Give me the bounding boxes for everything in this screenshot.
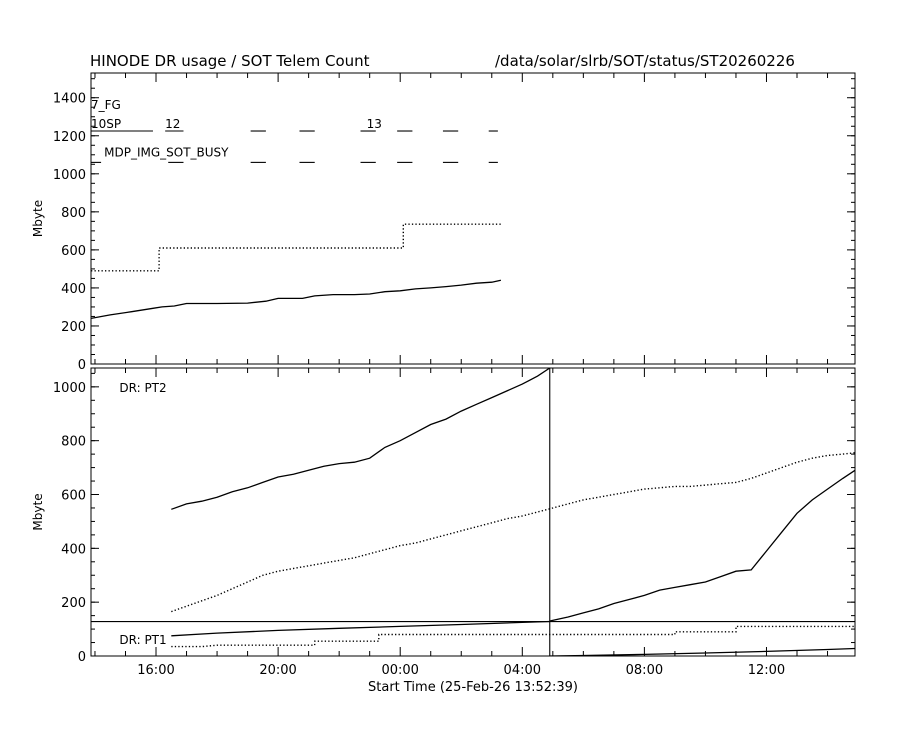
bottom-ytick-label: 1000 (53, 381, 86, 396)
top-ytick-label: 1200 (53, 130, 86, 145)
top-annotation: 13 (367, 117, 382, 131)
bottom-xtick-label: 04:00 (504, 663, 541, 678)
top-ytick-label: 200 (61, 320, 86, 335)
top-ytick-label: 800 (61, 206, 86, 221)
bottom-ytick-label: 600 (61, 489, 86, 504)
bottom-series-2 (549, 469, 855, 622)
bottom-series-5 (549, 647, 855, 656)
top-series-1 (91, 223, 501, 272)
bottom-ylabel: Mbyte (31, 493, 45, 530)
top-ytick-label: 0 (78, 358, 86, 373)
bottom-frame (90, 367, 856, 657)
bottom-series-1 (171, 452, 855, 613)
chart-title: HINODE DR usage / SOT Telem Count (90, 52, 370, 70)
bottom-annotation: DR: PT1 (119, 633, 166, 647)
bottom-ytick-label: 400 (61, 542, 86, 557)
bottom-series-0 (171, 368, 551, 510)
bottom-xtick-label: 00:00 (381, 663, 418, 678)
bottom-series-3 (171, 620, 550, 637)
top-ylabel: Mbyte (31, 200, 45, 237)
bottom-xlabel: Start Time (25-Feb-26 13:52:39) (368, 680, 578, 695)
top-ytick-label: 1400 (53, 92, 86, 107)
top-ytick-label: 1000 (53, 168, 86, 183)
bottom-xtick-label: 12:00 (748, 663, 785, 678)
bottom-panel: 0 200 400 600 800 1000 16:00 20:00 00:00 04:00 08:… (31, 367, 856, 695)
bottom-ytick-label: 0 (78, 650, 86, 665)
top-series-0 (91, 279, 502, 320)
bottom-xtick-label: 20:00 (259, 663, 296, 678)
top-annotation: MDP_IMG_SOT_BUSY (104, 146, 229, 160)
data-path: /data/solar/slrb/SOT/status/ST20260226 (495, 52, 795, 70)
bottom-xtick-label: 08:00 (626, 663, 663, 678)
bottom-ytick-label: 200 (61, 596, 86, 611)
top-frame (90, 72, 856, 365)
top-annotation: 7_FG (91, 98, 121, 112)
bottom-series-4 (171, 625, 855, 648)
top-annotation: 10SP (91, 117, 121, 131)
top-panel: 0 200 400 600 800 1000 1200 1400 Mbyte 7_FG 10SP 12… (31, 72, 856, 373)
top-ytick-label: 600 (61, 244, 86, 259)
top-ytick-label: 400 (61, 282, 86, 297)
bottom-annotation: DR: PT2 (119, 381, 166, 395)
bottom-xtick-label: 16:00 (137, 663, 174, 678)
bottom-ytick-label: 800 (61, 435, 86, 450)
top-annotation: 12 (165, 117, 180, 131)
